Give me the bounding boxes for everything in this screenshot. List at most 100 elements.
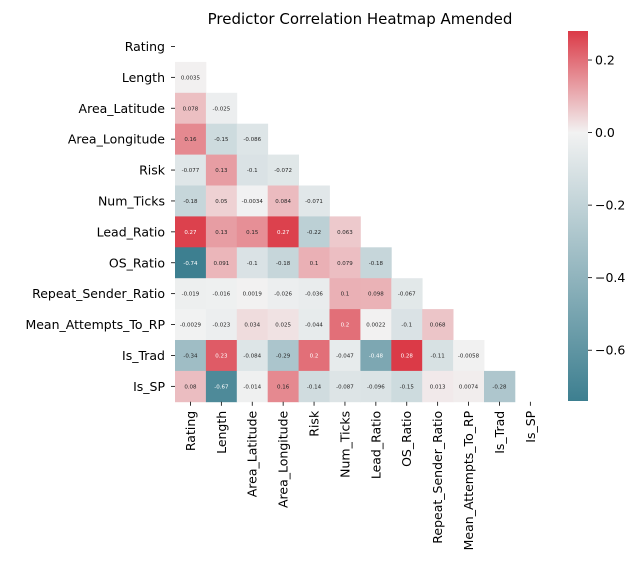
y-tick-label: Mean_Attempts_To_RP bbox=[25, 317, 165, 332]
heatmap-cell bbox=[205, 370, 238, 403]
heatmap-cell bbox=[205, 247, 238, 279]
heatmap-cell bbox=[267, 340, 299, 372]
heatmap-cell bbox=[298, 247, 330, 279]
cell-value-label: 0.034 bbox=[244, 323, 260, 329]
cell-value-label: 0.16 bbox=[277, 384, 290, 390]
heatmap-cell bbox=[175, 154, 207, 186]
heatmap-cell bbox=[360, 309, 392, 341]
cell-value-label: -0.28 bbox=[492, 384, 507, 390]
y-tick-label: Lead_Ratio bbox=[97, 224, 165, 239]
cell-value-label: 0.27 bbox=[184, 230, 197, 236]
x-tick-label: Repeat_Sender_Ratio bbox=[430, 411, 445, 544]
x-tick-label: Length bbox=[214, 411, 229, 454]
heatmap-cell bbox=[298, 340, 330, 372]
cell-value-label: 0.13 bbox=[215, 230, 228, 236]
cell-value-label: 0.013 bbox=[430, 384, 446, 390]
y-tick-label: Num_Ticks bbox=[98, 193, 165, 208]
colorbar-tick-label: 0.2 bbox=[595, 53, 615, 68]
cell-value-label: -0.019 bbox=[182, 292, 200, 298]
cell-value-label: 0.091 bbox=[213, 261, 229, 267]
heatmap-cell bbox=[329, 278, 361, 310]
x-tick-label: Area_Longitude bbox=[276, 410, 291, 507]
heatmap-cell bbox=[298, 309, 330, 341]
heatmap-cell bbox=[391, 309, 423, 341]
colorbar-tick-label: −0.2 bbox=[595, 198, 625, 213]
heatmap-cell bbox=[175, 123, 207, 155]
heatmap-cell bbox=[329, 247, 361, 279]
heatmap-cell bbox=[422, 340, 454, 372]
heatmap-cell bbox=[175, 370, 207, 403]
heatmap-cell bbox=[236, 247, 269, 279]
cell-value-label: 0.084 bbox=[275, 199, 291, 205]
heatmap-cell bbox=[267, 247, 299, 279]
cell-value-label: 0.0074 bbox=[459, 384, 479, 390]
cell-value-label: -0.067 bbox=[398, 292, 416, 298]
heatmap-cell bbox=[298, 216, 330, 248]
heatmap-cell bbox=[175, 340, 207, 372]
heatmap-cell bbox=[267, 154, 299, 186]
cell-value-label: 0.1 bbox=[341, 292, 350, 298]
cell-value-label: -0.18 bbox=[369, 261, 384, 267]
heatmap-cell bbox=[360, 370, 392, 403]
cell-value-label: 0.0035 bbox=[181, 75, 201, 81]
cell-value-label: -0.026 bbox=[274, 292, 292, 298]
cell-value-label: -0.086 bbox=[243, 137, 261, 143]
x-tick-label: Rating bbox=[183, 411, 198, 451]
cell-value-label: -0.11 bbox=[431, 353, 445, 359]
heatmap-cell bbox=[484, 370, 516, 403]
heatmap-cell bbox=[267, 370, 299, 403]
x-tick-label: Is_SP bbox=[523, 410, 538, 442]
cell-value-label: 0.28 bbox=[401, 353, 414, 359]
heatmap-cell bbox=[391, 278, 423, 310]
colorbar bbox=[568, 31, 588, 401]
heatmap-cell bbox=[391, 370, 423, 403]
cell-value-label: -0.096 bbox=[367, 384, 385, 390]
cell-value-label: -0.016 bbox=[212, 292, 230, 298]
heatmap-cell bbox=[267, 309, 299, 341]
heatmap-cell bbox=[175, 247, 207, 279]
heatmap-cell bbox=[236, 154, 269, 186]
heatmap-cells bbox=[175, 61, 516, 403]
cell-value-label: 0.16 bbox=[184, 137, 197, 143]
cell-value-label: 0.0022 bbox=[366, 323, 385, 329]
y-tick-label: Rating bbox=[125, 39, 165, 54]
cell-value-label: 0.078 bbox=[183, 106, 199, 112]
cell-value-label: -0.087 bbox=[336, 384, 354, 390]
heatmap-cell bbox=[205, 278, 238, 310]
heatmap-cell bbox=[329, 340, 361, 372]
colorbar-tick-label: −0.6 bbox=[595, 343, 625, 358]
heatmap-cell bbox=[267, 278, 299, 310]
y-tick-label: Is_Trad bbox=[122, 348, 165, 363]
cell-value-label: -0.34 bbox=[183, 353, 198, 359]
cell-value-label: -0.29 bbox=[276, 353, 291, 359]
cell-value-label: -0.084 bbox=[243, 353, 261, 359]
heatmap-cell bbox=[236, 309, 269, 341]
heatmap-cell bbox=[329, 216, 361, 248]
y-tick-label: Repeat_Sender_Ratio bbox=[32, 286, 165, 301]
cell-value-label: -0.15 bbox=[214, 137, 229, 143]
colorbar-tick-label: −0.4 bbox=[595, 270, 625, 285]
heatmap-cell bbox=[205, 154, 238, 186]
heatmap-cell bbox=[236, 216, 269, 248]
heatmap-cell bbox=[329, 309, 361, 341]
heatmap-cell bbox=[391, 340, 423, 372]
cell-value-label: -0.22 bbox=[307, 230, 321, 236]
cell-value-label: -0.014 bbox=[243, 384, 261, 390]
heatmap-cell bbox=[453, 370, 485, 403]
heatmap-cell bbox=[360, 340, 392, 372]
heatmap-cell bbox=[329, 370, 361, 403]
y-tick-label: Risk bbox=[139, 163, 166, 178]
x-tick-label: Mean_Attempts_To_RP bbox=[461, 410, 476, 550]
cell-value-label: 0.098 bbox=[368, 292, 384, 298]
cell-value-label: 0.05 bbox=[215, 199, 228, 205]
colorbar-ticks: 0.2 0.0 −0.2 −0.4 −0.6 bbox=[588, 53, 625, 358]
cell-value-label: 0.2 bbox=[341, 323, 350, 329]
heatmap-cell bbox=[453, 340, 485, 372]
heatmap-cell bbox=[175, 278, 207, 310]
heatmap-cell bbox=[205, 340, 238, 372]
cell-value-label: 0.079 bbox=[337, 261, 353, 267]
x-tick-label: Is_Trad bbox=[492, 411, 507, 454]
heatmap-cell bbox=[422, 370, 454, 403]
heatmap-cell bbox=[236, 123, 269, 155]
